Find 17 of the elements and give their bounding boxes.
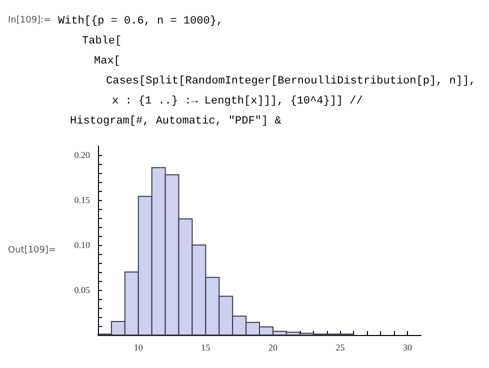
text: Cases[Split[RandomInteger[BernoulliDistribution[p], n]], [106, 76, 476, 88]
text: Table[ [82, 36, 122, 48]
x-tick-label: 15 [201, 342, 211, 352]
y-tick-label: 0.15 [74, 195, 90, 205]
x-tick-label: 20 [268, 342, 278, 352]
x-tick-label: 10 [134, 342, 144, 352]
y-tick-label: 0.05 [74, 285, 90, 295]
text: Histogram[#, Automatic, "PDF"] & [70, 116, 282, 128]
text: Out[109]= [8, 246, 56, 256]
y-tick-label: 0.10 [74, 240, 90, 250]
text: Max[ [94, 56, 120, 68]
y-tick-label: 0.20 [74, 150, 90, 160]
x-tick-label: 25 [336, 342, 346, 352]
text: With[{p = 0.6, n = 1000}, [58, 16, 224, 28]
text: x : {1 ..} :→ Length[x]]], {10^4}]] // [112, 96, 363, 108]
x-tick-label: 30 [403, 342, 413, 352]
text: In[109]:= [8, 16, 52, 26]
